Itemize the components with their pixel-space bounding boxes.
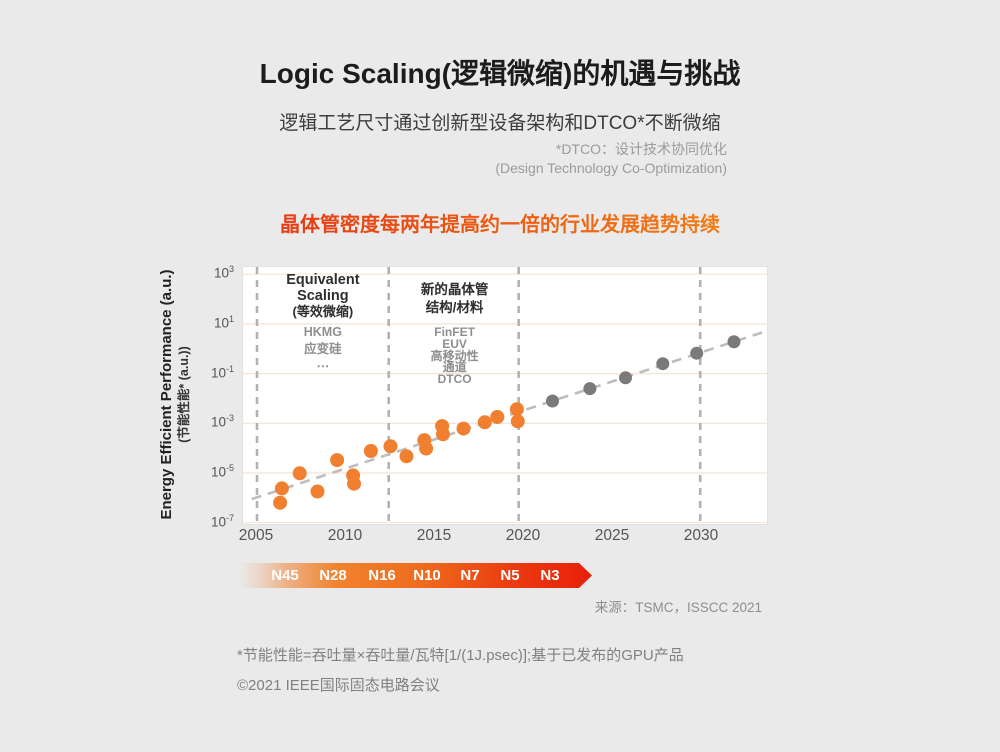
y-axis-label-zh: (节能性能* (a.u.))	[177, 346, 191, 443]
data-point	[690, 346, 704, 360]
highlight-heading: 晶体管密度每两年提高约一倍的行业发展趋势持续	[0, 208, 1000, 237]
data-point	[510, 414, 525, 429]
data-point	[456, 421, 471, 436]
process-node-label: N3	[540, 567, 560, 584]
data-point	[330, 453, 345, 468]
data-point	[399, 449, 414, 464]
dtco-footnote-line2: (Design Technology Co-Optimization)	[495, 160, 727, 176]
data-point	[477, 415, 492, 430]
data-point	[419, 441, 434, 456]
data-point	[363, 444, 378, 458]
data-point	[583, 382, 597, 396]
era-technology-list: HKMG 应变硅 ⋯	[303, 325, 342, 373]
data-point	[273, 495, 288, 510]
process-node-label: N5	[500, 567, 520, 584]
data-point	[310, 484, 325, 499]
data-point	[490, 410, 505, 424]
footnote-copyright: ©2021 IEEE国际固态电路会议	[237, 677, 440, 694]
data-point	[292, 466, 307, 481]
y-tick-label: 10-7	[210, 512, 234, 530]
process-node-label: N10	[413, 567, 441, 584]
scatter-plot-area: Equivalent Scaling (等效微缩) HKMG 应变硅 ⋯ 新的晶体管 结构/材…	[242, 266, 768, 525]
source-credit: 来源：TSMC，ISSCC 2021	[594, 600, 762, 615]
footnote-metric-definition: *节能性能=吞吐量×吞吐量/瓦特[1/(1J.psec)];基于已发布的GPU产…	[237, 647, 684, 664]
data-point	[619, 371, 632, 385]
y-tick-label: 103	[213, 264, 234, 281]
x-tick-label: 2010	[327, 527, 363, 544]
y-tick-label: 10-5	[210, 463, 234, 480]
data-point	[509, 402, 524, 417]
process-node-label: N45	[271, 567, 299, 584]
process-node-label: N28	[319, 567, 347, 584]
y-tick-label: 101	[213, 313, 234, 331]
x-tick-label: 2015	[416, 527, 452, 544]
y-axis-label-en: Energy Efficient Performance (a.u.)	[158, 269, 175, 520]
y-tick-label: 10-3	[210, 413, 234, 430]
highlight-heading-text: 晶体管密度每两年提高约一倍的行业发展趋势持续	[280, 208, 720, 237]
x-tick-label: 2030	[683, 527, 719, 544]
page-subtitle: 逻辑工艺尺寸通过创新型设备架构和DTCO*不断微缩	[279, 113, 721, 134]
y-tick-label: 10-1	[210, 363, 234, 381]
data-point	[546, 394, 559, 408]
data-point	[274, 481, 289, 496]
data-point	[436, 427, 450, 442]
x-tick-label: 2005	[238, 527, 274, 544]
scatter-plot-canvas	[243, 267, 767, 524]
data-point	[727, 335, 741, 349]
page-title: Logic Scaling(逻辑微缩)的机遇与挑战	[259, 58, 741, 89]
process-node-label: N7	[460, 567, 480, 584]
dtco-footnote: *DTCO：设计技术协同优化 (Design Technology Co-Opt…	[495, 140, 727, 178]
data-point	[656, 357, 670, 371]
dtco-footnote-line1: *DTCO：设计技术协同优化	[555, 141, 727, 157]
data-point	[383, 439, 398, 454]
x-tick-label: 2020	[505, 527, 541, 544]
process-node-arrow: N45 N28 N16 N10 N7 N5 N3	[238, 563, 592, 588]
data-point	[347, 476, 361, 491]
era-title: 新的晶体管 结构/材料	[420, 282, 489, 315]
process-node-label: N16	[368, 567, 396, 584]
era-title: Equivalent Scaling (等效微缩)	[286, 272, 360, 319]
y-axis-label: Energy Efficient Performance (a.u.) (节能性…	[158, 266, 204, 523]
era-technology-list: FinFET EUV 高移动性 通道 DTCO	[430, 325, 479, 387]
x-tick-label: 2025	[594, 527, 630, 544]
